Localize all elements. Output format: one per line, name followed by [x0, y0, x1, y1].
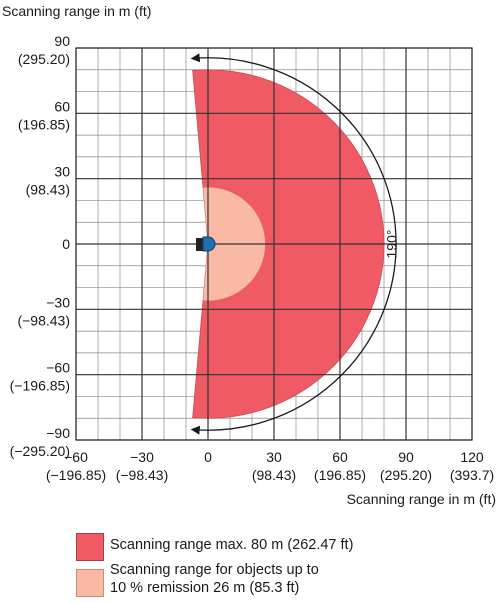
x-axis-title: Scanning range in m (ft)	[347, 491, 496, 507]
legend-label-remission: Scanning range for objects up to 10 % re…	[110, 561, 490, 597]
x-tick-label: 0	[204, 449, 212, 465]
x-tick-label-ft: (−98.43)	[116, 467, 169, 483]
legend-label-remission-line1: Scanning range for objects up to	[110, 562, 319, 578]
x-tick-label-ft: (196.85)	[314, 467, 366, 483]
x-tick-label-ft: (−196.85)	[46, 467, 106, 483]
y-tick-label: −30	[46, 294, 70, 310]
x-tick-labels: −60 (−196.85) −30 (−98.43) 0 30 (98.43) 60 (196.…	[46, 449, 494, 483]
y-tick-labels: 90 (295.20) 60 (196.85) 30 (98.43) 0 −30 (−98.43…	[10, 33, 71, 459]
y-tick-label: 60	[54, 98, 70, 114]
y-tick-label-ft: (−196.85)	[10, 378, 70, 394]
y-tick-label: 90	[54, 33, 70, 49]
scan-angle-label: 190°	[384, 230, 400, 259]
legend-item-remission: Scanning range for objects up to 10 % re…	[76, 562, 486, 603]
y-tick-label: 0	[62, 236, 70, 252]
legend-label-max: Scanning range max. 80 m (262.47 ft)	[110, 537, 354, 553]
scan-angle-arc	[190, 53, 397, 435]
x-tick-label-ft: (295.20)	[380, 467, 432, 483]
scanner-body	[196, 238, 203, 251]
legend-label-remission-line2: 10 % remission 26 m (85.3 ft)	[110, 580, 300, 596]
legend-swatch-remission	[76, 569, 104, 597]
y-tick-label-ft: (196.85)	[18, 116, 70, 132]
x-tick-label-ft: (393.7)	[450, 467, 494, 483]
legend-item-max: Scanning range max. 80 m (262.47 ft)	[76, 533, 486, 563]
x-tick-label: 90	[398, 449, 414, 465]
scanning-range-chart: 190° Scanning range in m (ft) Scanning r…	[2, 3, 496, 507]
y-tick-label-ft: (98.43)	[26, 182, 70, 198]
y-tick-label: −60	[46, 360, 70, 376]
y-tick-label-ft: (−295.20)	[10, 443, 70, 459]
legend-swatch-max	[76, 533, 104, 561]
x-tick-label: 60	[332, 449, 348, 465]
y-tick-label-ft: (−98.43)	[17, 312, 70, 328]
plot-border	[75, 47, 473, 441]
x-tick-label: 120	[460, 449, 484, 465]
x-tick-label: −60	[64, 449, 88, 465]
scanner-head-icon	[202, 236, 216, 252]
scanner-device	[196, 236, 216, 252]
y-tick-label: 30	[54, 164, 70, 180]
y-axis-title: Scanning range in m (ft)	[2, 3, 151, 19]
major-grid	[75, 47, 473, 441]
x-tick-label-ft: (98.43)	[252, 467, 296, 483]
y-tick-label: −90	[46, 425, 70, 441]
y-tick-label-ft: (295.20)	[18, 51, 70, 67]
x-tick-label: 30	[266, 449, 282, 465]
x-tick-label: −30	[130, 449, 154, 465]
